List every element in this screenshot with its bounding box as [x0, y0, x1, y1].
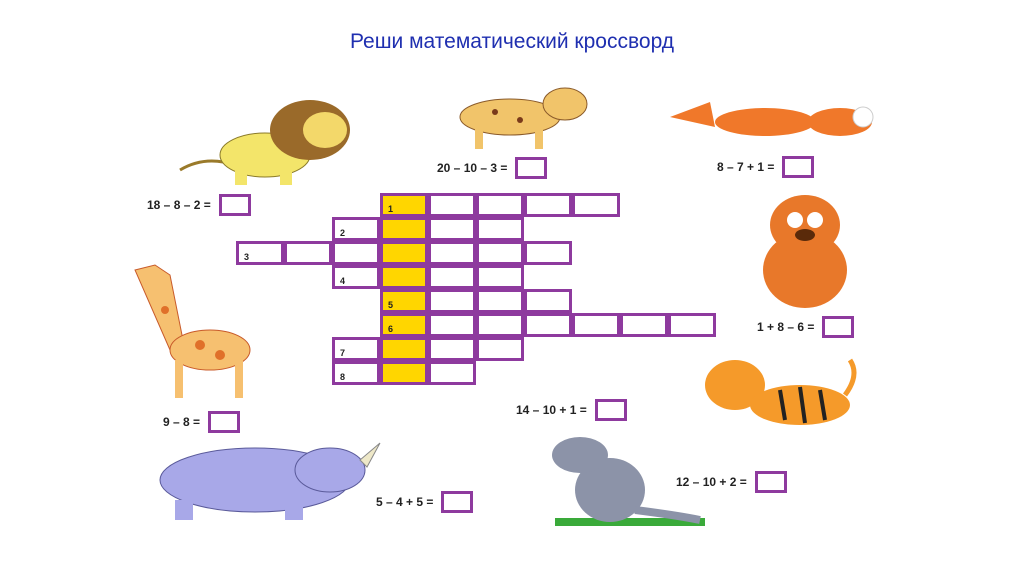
- crossword-cell[interactable]: 4: [332, 265, 380, 289]
- equation-lynx: 20 – 10 – 3 =: [437, 157, 548, 179]
- crossword-cell[interactable]: [428, 289, 476, 313]
- crossword-cell[interactable]: [524, 313, 572, 337]
- key-cell[interactable]: 6: [380, 313, 428, 337]
- crossword-cell[interactable]: [476, 193, 524, 217]
- crossword-cell[interactable]: 3: [236, 241, 284, 265]
- key-cell[interactable]: [380, 265, 428, 289]
- equation-text: 9 – 8 =: [163, 415, 201, 429]
- crossword-cell[interactable]: [476, 337, 524, 361]
- clue-number: 1: [388, 204, 394, 214]
- crossword-cell[interactable]: [428, 361, 476, 385]
- crossword-cell[interactable]: [668, 313, 716, 337]
- answer-box[interactable]: [218, 194, 251, 216]
- key-cell[interactable]: 5: [380, 289, 428, 313]
- page-title: Реши математический кроссворд: [349, 30, 675, 53]
- crossword-cell[interactable]: [428, 337, 476, 361]
- crossword-cell[interactable]: [476, 265, 524, 289]
- crossword-cell[interactable]: [332, 241, 380, 265]
- equation-fox: 8 – 7 + 1 =: [717, 156, 815, 178]
- clue-number: 6: [388, 324, 394, 334]
- wolf-illustration: [552, 437, 705, 526]
- crossword-cell[interactable]: 7: [332, 337, 380, 361]
- key-cell[interactable]: [380, 217, 428, 241]
- equation-text: 18 – 8 – 2 =: [147, 198, 211, 212]
- clue-number: 4: [340, 276, 346, 286]
- equation-bear: 1 + 8 – 6 =: [757, 316, 855, 338]
- equation-giraffe: 9 – 8 =: [163, 411, 241, 433]
- clue-number: 8: [340, 372, 346, 382]
- answer-box[interactable]: [515, 157, 548, 179]
- equation-tiger: 14 – 10 + 1 =: [516, 399, 627, 421]
- rhino-illustration: [159, 442, 381, 520]
- equation-text: 1 + 8 – 6 =: [757, 320, 815, 334]
- crossword-cell[interactable]: [524, 193, 572, 217]
- equation-text: 14 – 10 + 1 =: [516, 403, 587, 417]
- key-cell[interactable]: [380, 361, 428, 385]
- equation-text: 8 – 7 + 1 =: [717, 160, 775, 174]
- crossword-cell[interactable]: 8: [332, 361, 380, 385]
- crossword-cell[interactable]: [476, 241, 524, 265]
- crossword-cell[interactable]: 2: [332, 217, 380, 241]
- crossword-cell[interactable]: [428, 241, 476, 265]
- crossword-cell[interactable]: [524, 289, 572, 313]
- lynx-illustration: [459, 87, 588, 149]
- equation-text: 5 – 4 + 5 =: [376, 495, 434, 509]
- equation-text: 20 – 10 – 3 =: [437, 161, 508, 175]
- giraffe-illustration: [134, 264, 251, 398]
- crossword-cell[interactable]: [620, 313, 668, 337]
- lion-illustration: [179, 100, 350, 185]
- answer-box[interactable]: [441, 491, 474, 513]
- answer-box[interactable]: [822, 316, 855, 338]
- crossword-cell[interactable]: [572, 313, 620, 337]
- key-cell[interactable]: [380, 241, 428, 265]
- equation-lion: 18 – 8 – 2 =: [147, 194, 251, 216]
- equation-rhino: 5 – 4 + 5 =: [376, 491, 474, 513]
- key-cell[interactable]: 1: [380, 193, 428, 217]
- key-cell[interactable]: [380, 337, 428, 361]
- equation-text: 12 – 10 + 2 =: [676, 475, 747, 489]
- clue-number: 3: [244, 252, 250, 262]
- crossword-cell[interactable]: [476, 313, 524, 337]
- clue-number: 2: [340, 228, 346, 238]
- crossword-cell[interactable]: [428, 313, 476, 337]
- crossword-cell[interactable]: [476, 289, 524, 313]
- crossword-cell[interactable]: [428, 193, 476, 217]
- bear-illustration: [763, 195, 847, 308]
- crossword-cell[interactable]: [476, 217, 524, 241]
- clue-number: 5: [388, 300, 394, 310]
- answer-box[interactable]: [754, 471, 787, 493]
- crossword-cell[interactable]: [428, 217, 476, 241]
- crossword-cell[interactable]: [524, 241, 572, 265]
- answer-box[interactable]: [782, 156, 815, 178]
- crossword-cell[interactable]: [572, 193, 620, 217]
- answer-box[interactable]: [594, 399, 627, 421]
- clue-number: 7: [340, 348, 346, 358]
- crossword-cell[interactable]: [428, 265, 476, 289]
- equation-wolf: 12 – 10 + 2 =: [676, 471, 787, 493]
- answer-box[interactable]: [208, 411, 241, 433]
- crossword-cell[interactable]: [284, 241, 332, 265]
- fox-illustration: [670, 102, 874, 136]
- tiger-illustration: [705, 358, 857, 425]
